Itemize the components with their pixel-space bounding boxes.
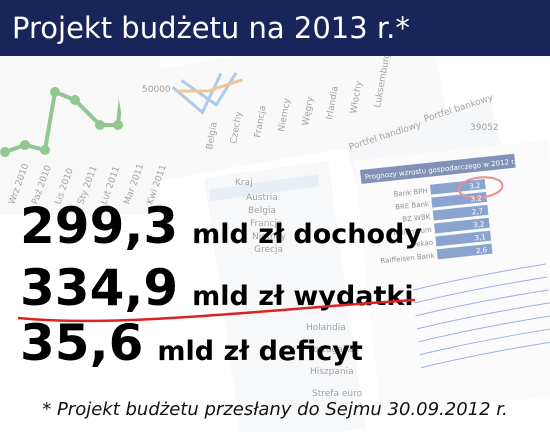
table-country: Francja [250,219,282,229]
table-country: Niemcy [252,232,286,242]
figure-label: mld zł wydatki [192,281,413,312]
table-country: Austria [246,193,278,203]
bank-bar [429,178,486,195]
figure-value: 299,3 [20,197,178,255]
bank-value: 2,7 [472,207,484,216]
bank-value: 3,2 [470,194,482,203]
bank-bar [434,217,490,234]
bank-value: 3,1 [474,233,486,242]
country-label: Belgia [205,121,220,150]
figure-label: mld zł dochody [192,219,422,250]
table-header [208,174,320,202]
figure-line: 334,9 mld zł wydatki [20,259,414,317]
bank-label: BRE Bank [395,200,430,212]
footnote: * Projekt budżetu przesłany do Sejmu 30.… [42,399,508,420]
table-country: Holandia [306,323,346,333]
figure-label: mld zł deficyt [157,336,363,367]
table-header-label: Kraj [235,178,253,188]
bank-value: 3,2 [469,181,481,190]
figure-value: 35,6 [20,314,143,372]
header-title: Projekt budżetu na 2013 r.* [12,11,410,45]
bank-label: Pekao [412,239,434,249]
background-collage: Prognozy wzrostu gospodarczego w 2012 r.… [0,21,550,432]
bank-value: 2,6 [476,246,488,255]
paper-card: Prognozy wzrostu gospodarczego w 2012 r.… [354,140,550,415]
table-country: Grecja [254,245,283,255]
table-country: Portugalia [308,345,353,355]
header-bar [0,0,550,56]
table-country: Hiszpania [310,367,354,377]
bank-bar [436,243,493,260]
figure-line: 299,3 mld zł dochody [20,197,422,255]
bank-bar [435,230,492,247]
green-dots [0,87,123,157]
bank-value: 3,2 [473,220,485,229]
portfolio-value: 39052 [470,123,499,133]
bank-label: Bank BPH [393,187,428,199]
red-underline [17,298,416,323]
bank-bar [431,191,488,208]
bank-label: Millennium [393,226,432,238]
paper-table [204,160,366,432]
table-country: Strefa euro [312,389,363,399]
bank-label: BZ WBK [402,213,431,224]
axis-label: 50000 [142,85,171,95]
figure-value: 334,9 [20,259,178,317]
bank-bar [432,204,489,221]
table-country: Belgia [248,206,276,216]
figure-line: 35,6 mld zł deficyt [20,314,363,372]
